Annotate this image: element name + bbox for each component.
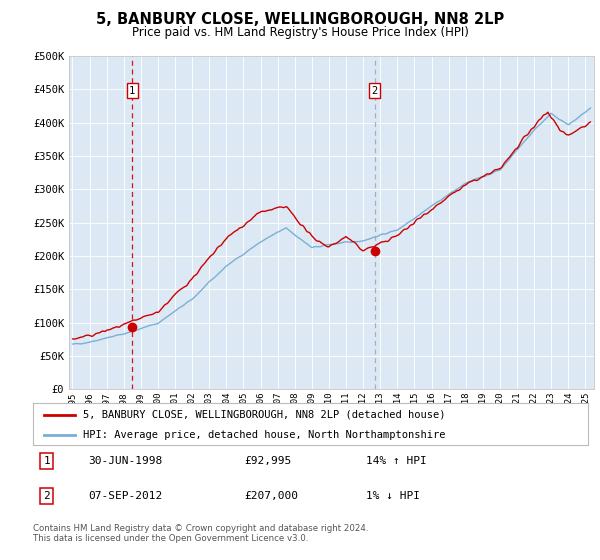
Text: Price paid vs. HM Land Registry's House Price Index (HPI): Price paid vs. HM Land Registry's House … bbox=[131, 26, 469, 39]
Text: 2: 2 bbox=[44, 491, 50, 501]
Text: 2: 2 bbox=[371, 86, 378, 96]
Text: 14% ↑ HPI: 14% ↑ HPI bbox=[366, 456, 427, 466]
Text: 5, BANBURY CLOSE, WELLINGBOROUGH, NN8 2LP (detached house): 5, BANBURY CLOSE, WELLINGBOROUGH, NN8 2L… bbox=[83, 410, 445, 420]
Text: HPI: Average price, detached house, North Northamptonshire: HPI: Average price, detached house, Nort… bbox=[83, 430, 445, 440]
Text: £207,000: £207,000 bbox=[244, 491, 298, 501]
Text: 30-JUN-1998: 30-JUN-1998 bbox=[89, 456, 163, 466]
Text: £92,995: £92,995 bbox=[244, 456, 291, 466]
Text: 1: 1 bbox=[129, 86, 136, 96]
Text: 1% ↓ HPI: 1% ↓ HPI bbox=[366, 491, 420, 501]
Text: 5, BANBURY CLOSE, WELLINGBOROUGH, NN8 2LP: 5, BANBURY CLOSE, WELLINGBOROUGH, NN8 2L… bbox=[96, 12, 504, 27]
Text: 1: 1 bbox=[44, 456, 50, 466]
Text: 07-SEP-2012: 07-SEP-2012 bbox=[89, 491, 163, 501]
Text: Contains HM Land Registry data © Crown copyright and database right 2024.
This d: Contains HM Land Registry data © Crown c… bbox=[33, 524, 368, 543]
